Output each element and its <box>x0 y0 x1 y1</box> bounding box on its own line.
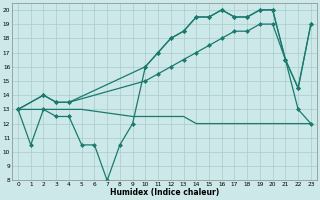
X-axis label: Humidex (Indice chaleur): Humidex (Indice chaleur) <box>110 188 219 197</box>
